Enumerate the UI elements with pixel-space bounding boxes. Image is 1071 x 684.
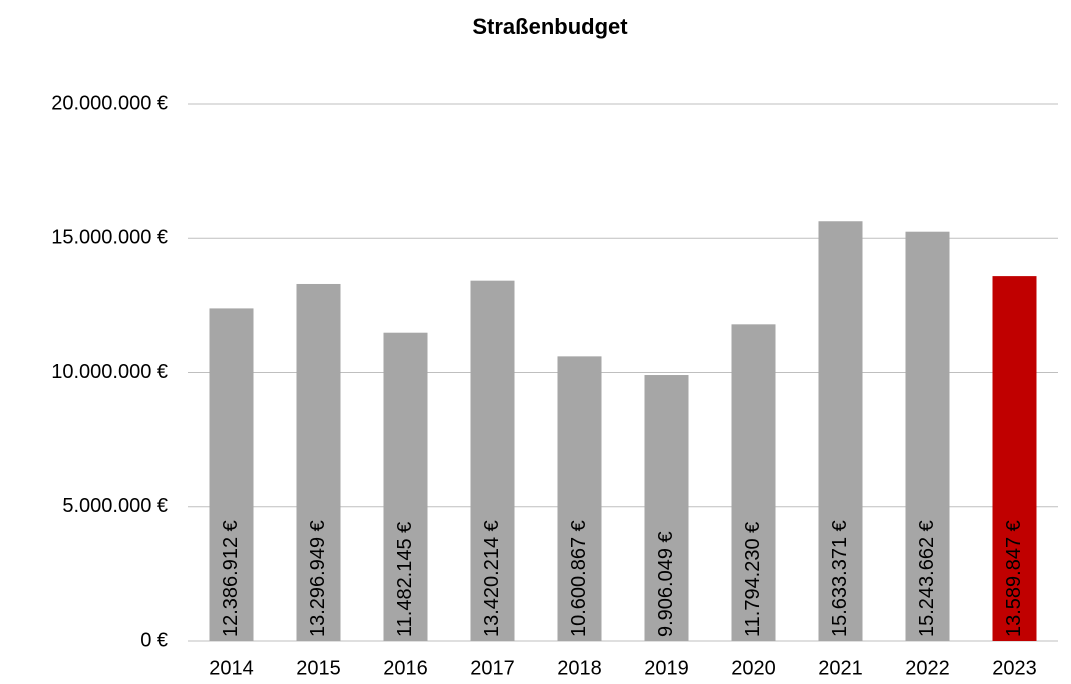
bar: [296, 283, 341, 641]
bar: [209, 308, 254, 641]
value-label: 10.600.867 €: [568, 520, 590, 637]
bar: [470, 280, 515, 641]
y-tick-label: 15.000.000 €: [51, 227, 168, 249]
x-tick-label: 2014: [209, 657, 254, 679]
bar: [731, 324, 776, 641]
x-tick-label: 2018: [557, 657, 602, 679]
value-label: 13.296.949 €: [307, 520, 329, 637]
y-tick-label: 20.000.000 €: [51, 92, 168, 114]
x-tick-label: 2020: [731, 657, 776, 679]
x-tick-label: 2017: [470, 657, 515, 679]
x-tick-label: 2019: [644, 657, 689, 679]
y-tick-label: 0 €: [140, 629, 168, 651]
value-label: 15.633.371 €: [829, 520, 851, 637]
x-tick-label: 2022: [905, 657, 950, 679]
value-label: 13.589.847 €: [1003, 520, 1025, 637]
x-tick-label: 2015: [296, 657, 341, 679]
value-label: 11.794.230 €: [742, 522, 764, 637]
value-label: 13.420.214 €: [481, 520, 503, 637]
bar: [383, 332, 428, 641]
value-label: 15.243.662 €: [916, 520, 938, 637]
bar: [644, 375, 689, 641]
x-tick-label: 2023: [992, 657, 1037, 679]
bar: [557, 356, 602, 641]
value-label: 11.482.145 €: [394, 522, 416, 637]
value-label: 12.386.912 €: [220, 520, 242, 637]
y-tick-label: 10.000.000 €: [51, 361, 168, 383]
x-tick-label: 2021: [818, 657, 863, 679]
value-label: 9.906.049 €: [655, 531, 677, 637]
chart-title: Straßenbudget: [472, 14, 628, 39]
bar: [905, 231, 950, 641]
y-tick-label: 5.000.000 €: [62, 495, 168, 517]
bar: [992, 276, 1037, 641]
x-tick-label: 2016: [383, 657, 428, 679]
bar: [818, 221, 863, 641]
